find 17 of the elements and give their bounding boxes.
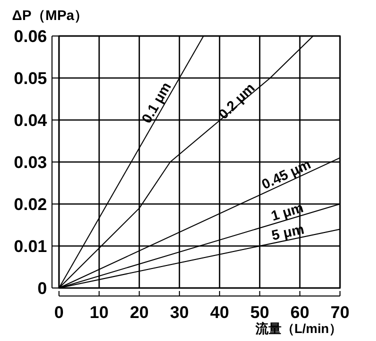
y-tick-label: 0.06	[14, 27, 47, 46]
x-tick-label: 0	[54, 303, 64, 322]
y-tick-label: 0	[38, 279, 47, 298]
y-tick-label: 0.05	[14, 69, 47, 88]
y-tick-label: 0.02	[14, 195, 47, 214]
x-tick-label: 20	[130, 303, 149, 322]
y-tick-label: 0.03	[14, 153, 47, 172]
x-tick-label: 70	[330, 303, 350, 322]
x-axis-title: 流量（L/min）	[254, 321, 342, 336]
x-tick-label: 10	[90, 303, 109, 322]
y-tick-label: 0.04	[14, 111, 48, 130]
x-tick-label: 50	[250, 303, 270, 322]
x-tick-label: 60	[290, 303, 310, 322]
x-tick-label: 40	[210, 303, 230, 322]
x-tick-label: 30	[170, 303, 189, 322]
y-tick-label: 0.01	[14, 237, 47, 256]
y-axis-title: ΔP（MPa）	[12, 7, 88, 23]
